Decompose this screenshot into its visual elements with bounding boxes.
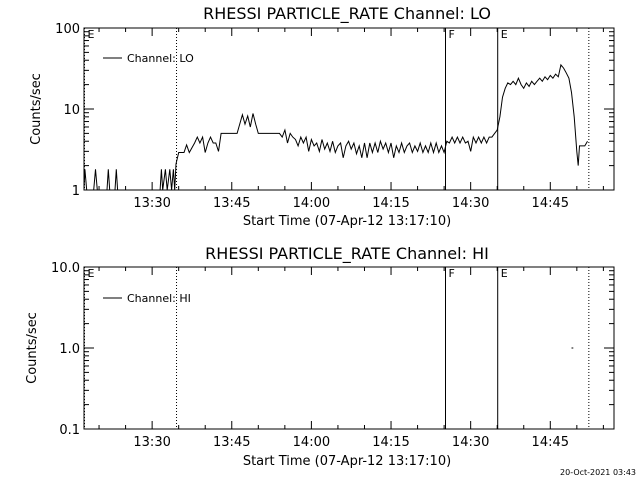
y-axis-label: Counts/sec xyxy=(29,73,44,145)
time-marker-label: E xyxy=(501,267,508,280)
x-tick-label: 14:00 xyxy=(293,435,330,450)
legend: Channel: HI xyxy=(103,292,191,305)
chart-panel-hi: RHESSI PARTICLE_RATE Channel: HI E F E 13:… xyxy=(25,244,615,469)
time-marker-label: E xyxy=(501,28,508,41)
legend-label: Channel: HI xyxy=(127,292,191,305)
x-tick-label: 14:15 xyxy=(372,435,409,450)
x-tick-label: 13:30 xyxy=(133,196,170,211)
time-marker-label: F xyxy=(449,267,455,280)
chart-panel-lo: RHESSI PARTICLE_RATE Channel: LO E F E 13:… xyxy=(29,4,615,229)
x-axis-label: Start Time (07-Apr-12 13:17:10) xyxy=(243,454,451,469)
x-tick-label: 14:45 xyxy=(532,435,569,450)
legend: Channel: LO xyxy=(103,52,194,65)
chart-title: RHESSI PARTICLE_RATE Channel: HI xyxy=(205,244,489,264)
y-tick-label: 0.1 xyxy=(59,423,80,438)
y-tick-label: 1.0 xyxy=(59,342,80,357)
x-tick-label: 13:45 xyxy=(213,196,250,211)
series-line-lo xyxy=(83,63,588,191)
y-tick-label: 100 xyxy=(55,22,80,37)
x-axis-ticks: 13:30 13:45 14:00 14:15 14:30 14:45 xyxy=(98,28,604,211)
y-axis-label: Counts/sec xyxy=(25,312,40,384)
x-tick-label: 14:30 xyxy=(452,196,489,211)
x-tick-label: 14:45 xyxy=(532,196,569,211)
x-tick-label: 13:45 xyxy=(213,435,250,450)
time-marker-label: E xyxy=(88,28,95,41)
legend-label: Channel: LO xyxy=(127,52,194,65)
timestamp: 20-Oct-2021 03:43 xyxy=(560,468,636,477)
time-marker-label: E xyxy=(88,267,95,280)
x-tick-label: 14:30 xyxy=(452,435,489,450)
x-tick-label: 13:30 xyxy=(133,435,170,450)
x-tick-label: 14:00 xyxy=(293,196,330,211)
y-axis-ticks: 0.1 1.0 10.0 xyxy=(51,261,614,438)
x-tick-label: 14:15 xyxy=(372,196,409,211)
x-axis-label: Start Time (07-Apr-12 13:17:10) xyxy=(243,214,451,229)
y-tick-label: 10 xyxy=(63,103,80,118)
y-axis-ticks: 1 10 100 xyxy=(55,22,614,199)
y-tick-label: 10.0 xyxy=(51,261,80,276)
chart-title: RHESSI PARTICLE_RATE Channel: LO xyxy=(203,4,491,24)
x-axis-ticks: 13:30 13:45 14:00 14:15 14:30 14:45 xyxy=(98,267,604,450)
y-tick-label: 1 xyxy=(72,184,80,199)
time-marker-label: F xyxy=(449,28,455,41)
